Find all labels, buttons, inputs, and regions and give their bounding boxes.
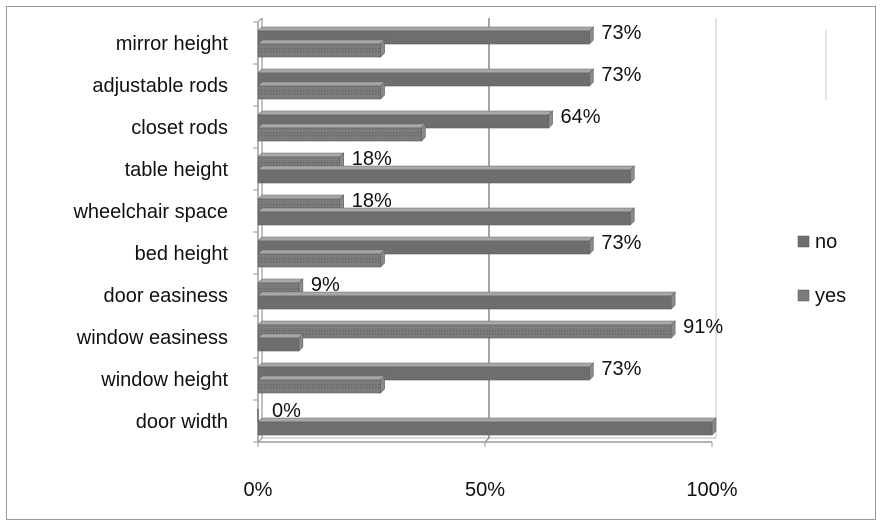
bar-no <box>257 417 717 436</box>
bar-yes <box>257 39 386 58</box>
wall-top-edge <box>257 17 263 23</box>
category-label: adjustable rods <box>92 75 228 97</box>
data-label: 18% <box>352 190 392 212</box>
legend-label-yes: yes <box>815 285 846 307</box>
x-tick-label: 100% <box>686 479 737 501</box>
x-tick-label: 50% <box>465 479 505 501</box>
category-label: bed height <box>135 243 229 265</box>
bar-no <box>257 207 636 226</box>
category-label: mirror height <box>116 33 229 55</box>
bar-yes <box>257 375 386 394</box>
bar-yes <box>257 249 386 268</box>
data-label: 73% <box>601 64 641 86</box>
data-label: 91% <box>683 316 723 338</box>
category-label: window height <box>100 369 228 391</box>
data-label: 0% <box>272 400 301 422</box>
data-label: 64% <box>561 106 601 128</box>
bar-no <box>257 291 676 310</box>
data-label: 73% <box>601 232 641 254</box>
legend-swatch-yes <box>797 289 810 302</box>
bar-no <box>257 165 636 184</box>
category-label: table height <box>125 159 229 181</box>
data-label: 73% <box>601 358 641 380</box>
data-label: 73% <box>601 22 641 44</box>
data-label: 18% <box>352 148 392 170</box>
data-label: 9% <box>311 274 340 296</box>
category-label: closet rods <box>131 117 228 139</box>
category-label: window easiness <box>76 327 228 349</box>
bar-no <box>257 333 304 352</box>
bar-yes <box>257 81 386 100</box>
bar-yes <box>257 320 676 339</box>
bar-yes <box>257 123 427 142</box>
category-label: door easiness <box>103 285 228 307</box>
category-label: door width <box>136 411 228 433</box>
legend-label-no: no <box>815 231 837 253</box>
category-label: wheelchair space <box>72 201 228 223</box>
x-tick-label: 0% <box>244 479 273 501</box>
legend-swatch-no <box>797 235 810 248</box>
